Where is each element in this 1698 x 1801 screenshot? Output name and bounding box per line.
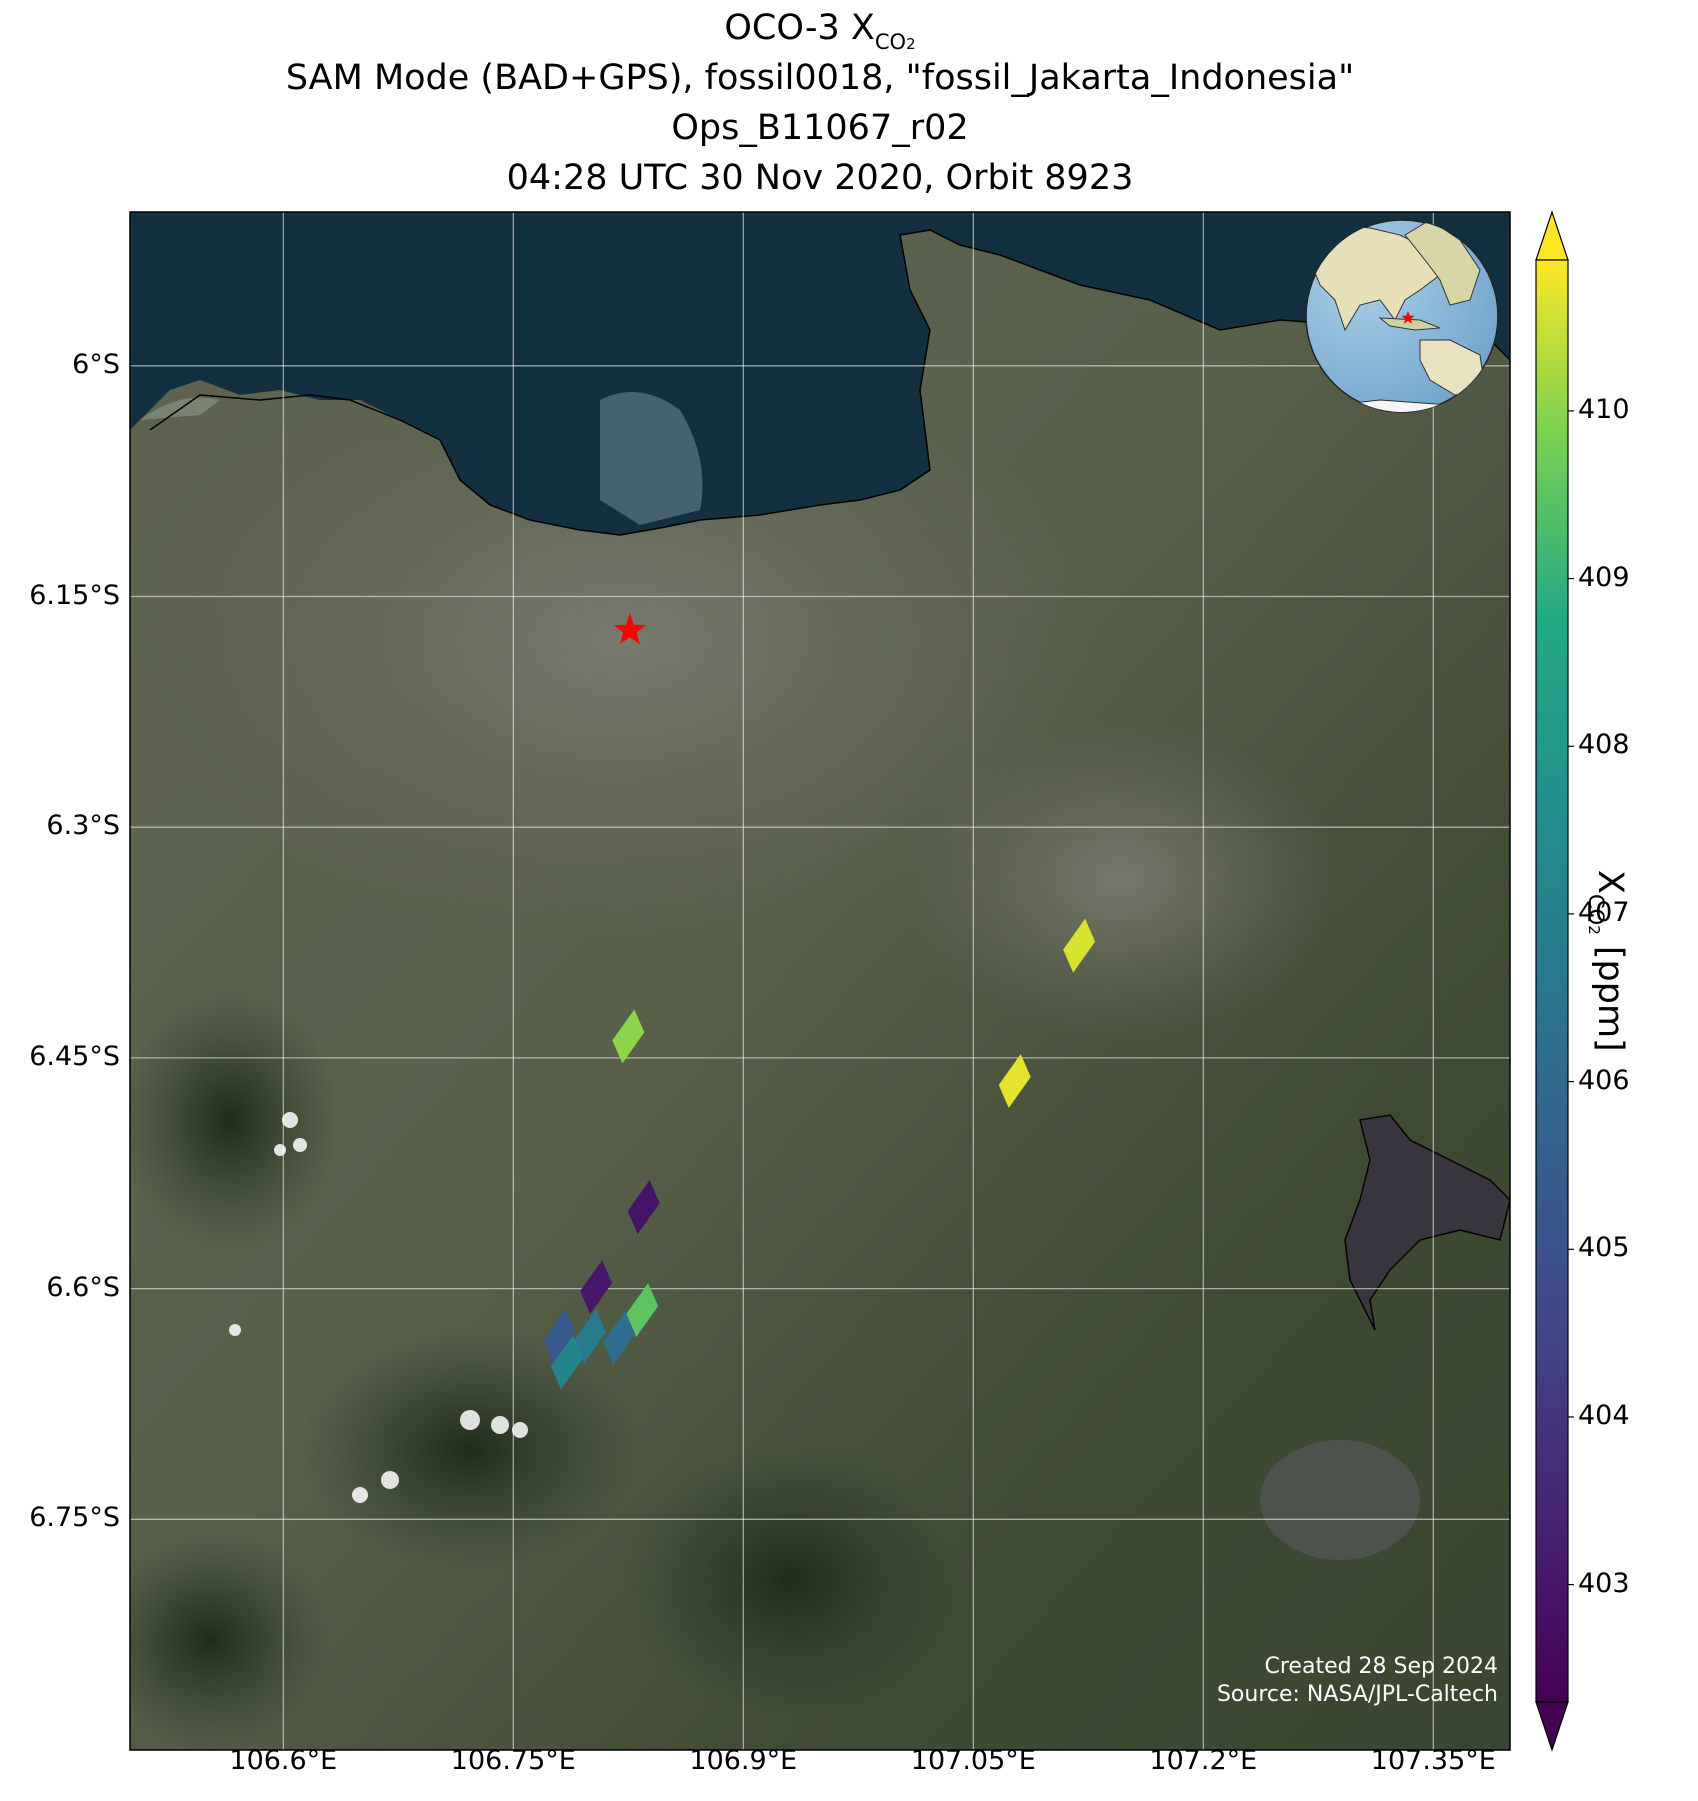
red-star-icon: [613, 613, 646, 645]
chart-subtitle-version: Ops_B11067_r02: [671, 108, 969, 148]
gridlines: [130, 212, 1510, 1750]
chart-subtitle-mode: SAM Mode (BAD+GPS), fossil0018, "fossil_…: [285, 58, 1355, 98]
colorbar-tick-label: 404: [1578, 1399, 1630, 1431]
map-frame: [129, 211, 1511, 1751]
xco2-sounding: [626, 1283, 659, 1338]
credit-created: Created 28 Sep 2024: [1264, 1654, 1499, 1679]
lon-tick-label: 106.75°E: [450, 1745, 576, 1776]
target-marker: [613, 613, 646, 645]
colorbar-tick-label: 406: [1578, 1064, 1630, 1096]
colorbar-label: XCO2 [ppm]: [1584, 870, 1630, 1052]
lon-tick-label: 107.2°E: [1149, 1745, 1258, 1776]
colorbar-extend-min: [1535, 1701, 1569, 1752]
lon-tick-label: 107.05°E: [910, 1745, 1036, 1776]
chart-subtitle-time: 04:28 UTC 30 Nov 2020, Orbit 8923: [506, 158, 1134, 198]
xco2-sounding: [612, 1009, 645, 1064]
lon-tick-label: 107.35°E: [1370, 1745, 1496, 1776]
xco2-sounding: [1063, 918, 1096, 973]
lat-tick-label: 6.6°S: [46, 1271, 120, 1303]
xco2-sounding: [627, 1180, 660, 1235]
lat-tick-label: 6.15°S: [29, 579, 120, 611]
xco2-sounding: [574, 1309, 606, 1364]
satellite-basemap: [130, 212, 1510, 1750]
colorbar: [1535, 210, 1574, 1752]
chart-title: OCO-3 XCO2: [724, 8, 916, 54]
lon-tick-label: 106.9°E: [689, 1745, 798, 1776]
lon-tick-label: 106.6°E: [229, 1745, 338, 1776]
credit-source: Source: NASA/JPL-Caltech: [1216, 1682, 1498, 1707]
xco2-sounding: [603, 1310, 636, 1365]
colorbar-tick-label: 403: [1578, 1567, 1630, 1599]
lat-tick-label: 6.45°S: [29, 1040, 120, 1072]
colorbar-extend-max: [1535, 210, 1569, 261]
cloud-patches: [229, 1112, 528, 1503]
lat-tick-label: 6.3°S: [46, 810, 120, 842]
lat-tick-label: 6.75°S: [29, 1502, 120, 1534]
colorbar-tick-label: 405: [1578, 1232, 1630, 1264]
colorbar-tick-label: 410: [1578, 393, 1630, 425]
xco2-sounding: [543, 1309, 576, 1364]
xco2-sounding: [551, 1335, 583, 1390]
xco2-sounding: [580, 1260, 613, 1315]
red-star-icon: [1401, 311, 1415, 324]
colorbar-tick-label: 407: [1578, 896, 1630, 928]
colorbar-tick-label: 409: [1578, 561, 1630, 593]
xco2-soundings: [543, 918, 1096, 1390]
colorbar-tick-label: 408: [1578, 729, 1630, 761]
colorbar-gradient: [1535, 259, 1569, 1703]
lat-tick-label: 6°S: [72, 348, 120, 380]
xco2-sounding: [998, 1053, 1031, 1108]
